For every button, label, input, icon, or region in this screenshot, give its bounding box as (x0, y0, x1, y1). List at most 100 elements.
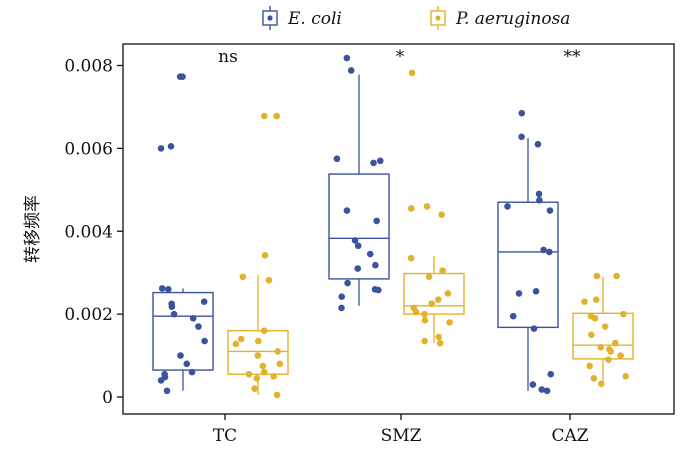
data-point (259, 362, 267, 370)
data-point (592, 296, 600, 303)
data-point (534, 140, 542, 148)
y-axis-label: 转移频率 (23, 195, 43, 263)
data-point (343, 54, 351, 62)
data-point (504, 203, 511, 210)
data-point (276, 360, 284, 368)
data-point (170, 310, 178, 318)
y-tick-label: 0.008 (64, 57, 113, 77)
legend-item: P. aeruginosa (430, 6, 570, 30)
data-point (518, 109, 526, 117)
x-tick-label: TC (213, 426, 237, 446)
data-point (338, 293, 346, 301)
data-point (164, 285, 172, 293)
data-point (158, 285, 166, 292)
data-point (273, 391, 281, 399)
data-point (407, 254, 415, 262)
data-point (532, 288, 540, 295)
data-point (536, 196, 543, 204)
data-point (446, 319, 453, 326)
data-point (177, 352, 184, 359)
data-point (613, 272, 620, 280)
box (497, 201, 559, 329)
data-point (179, 73, 186, 80)
data-point (195, 323, 202, 330)
data-point (273, 112, 280, 120)
data-point (598, 380, 605, 388)
data-point (254, 352, 262, 359)
data-point (581, 298, 588, 305)
data-point (593, 272, 601, 280)
data-point (157, 377, 165, 384)
data-point (375, 286, 382, 294)
data-point (253, 375, 261, 382)
data-point (232, 340, 240, 348)
data-point (518, 133, 525, 141)
data-point (354, 242, 362, 250)
legend-label: E. coli (287, 9, 342, 29)
data-point (509, 312, 517, 320)
data-point (515, 290, 523, 297)
data-point (535, 190, 543, 198)
data-point (260, 368, 268, 376)
data-point (547, 370, 555, 378)
data-point (338, 304, 345, 312)
data-point (200, 298, 208, 305)
data-point (421, 317, 429, 324)
data-point (620, 310, 627, 318)
data-point (605, 356, 612, 364)
data-point (333, 155, 341, 163)
data-point (407, 205, 415, 212)
x-tick-label: SMZ (381, 426, 422, 446)
data-point (370, 159, 377, 167)
data-point (611, 339, 619, 347)
series-group (152, 54, 559, 395)
data-point (439, 267, 446, 274)
data-point (347, 67, 355, 74)
data-point (163, 387, 171, 395)
box (152, 291, 214, 371)
legend-key-dot (435, 15, 441, 21)
y-tick-label: 0 (102, 388, 113, 408)
data-point (444, 290, 452, 297)
data-point (591, 314, 599, 322)
data-point (376, 157, 384, 165)
data-point (261, 112, 268, 120)
data-point (543, 387, 551, 395)
y-tick-label: 0.004 (64, 222, 113, 242)
data-point (438, 211, 445, 218)
data-point (546, 207, 554, 214)
data-point (354, 265, 362, 272)
data-point (423, 203, 431, 210)
data-point (183, 360, 191, 368)
data-point (366, 250, 374, 258)
data-point (168, 303, 176, 310)
y-tick-label: 0.002 (64, 305, 113, 325)
data-point (372, 261, 379, 269)
data-point (421, 337, 428, 345)
legend-key-dot (267, 15, 273, 21)
data-point (538, 386, 546, 393)
data-point (157, 145, 165, 152)
data-point (435, 333, 442, 341)
data-point (237, 335, 245, 343)
data-point (167, 143, 175, 150)
legend-item: E. coli (262, 6, 342, 30)
plot-area (152, 54, 634, 399)
data-point (270, 372, 277, 380)
data-point (607, 348, 615, 355)
data-point (597, 343, 605, 351)
box (227, 330, 289, 375)
data-point (601, 323, 609, 330)
data-point (251, 385, 258, 393)
series-group (227, 69, 634, 399)
data-point (436, 339, 444, 347)
data-point (201, 337, 208, 345)
data-point (529, 381, 537, 388)
significance-label: ns (218, 47, 238, 67)
data-point (344, 279, 351, 287)
data-point (351, 237, 359, 244)
box (328, 173, 390, 280)
